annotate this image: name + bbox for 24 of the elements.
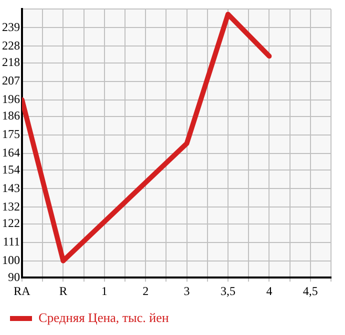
- x-tick-label: 3,5: [220, 284, 236, 298]
- y-tick-label: 186: [2, 108, 20, 123]
- y-tick-label: 154: [2, 162, 20, 176]
- y-tick-label: 143: [2, 180, 20, 195]
- y-tick-label: 100: [2, 252, 20, 267]
- y-tick-label: 132: [2, 199, 20, 214]
- x-tick-label: 2: [142, 284, 149, 298]
- x-tick-label: RA: [14, 284, 31, 298]
- y-tick-label: 122: [2, 216, 20, 230]
- y-tick-label: 111: [2, 234, 20, 249]
- x-tick-label: R: [59, 284, 68, 298]
- legend-label: Средняя Цена, тыс. йен: [38, 310, 169, 325]
- x-tick-label: 4: [266, 284, 272, 298]
- x-tick-label: 1: [101, 284, 108, 298]
- y-tick-label: 207: [2, 73, 20, 88]
- y-tick-label: 164: [2, 146, 20, 160]
- y-tick-label: 239: [2, 20, 20, 34]
- y-tick-label: 196: [2, 92, 20, 106]
- y-tick-label: 175: [2, 127, 20, 142]
- y-tick-label: 218: [2, 55, 20, 70]
- y-tick-label: 90: [8, 270, 20, 284]
- x-tick-label: 4,5: [302, 284, 318, 298]
- y-tick-label: 228: [2, 38, 20, 52]
- x-tick-label: 3: [184, 284, 190, 298]
